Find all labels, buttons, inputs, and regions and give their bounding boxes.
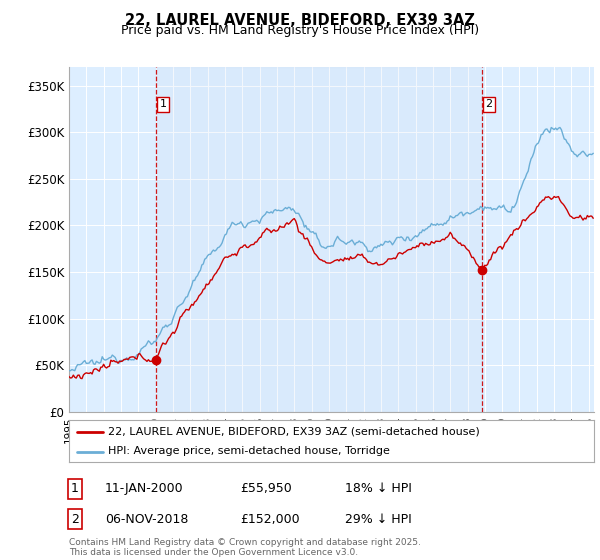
Text: 22, LAUREL AVENUE, BIDEFORD, EX39 3AZ (semi-detached house): 22, LAUREL AVENUE, BIDEFORD, EX39 3AZ (s… — [109, 427, 480, 437]
Text: 1: 1 — [71, 482, 79, 496]
Text: £152,000: £152,000 — [240, 512, 299, 526]
Text: 18% ↓ HPI: 18% ↓ HPI — [345, 482, 412, 496]
Text: 11-JAN-2000: 11-JAN-2000 — [105, 482, 184, 496]
Text: £55,950: £55,950 — [240, 482, 292, 496]
Bar — [156, 67, 482, 412]
Text: Contains HM Land Registry data © Crown copyright and database right 2025.
This d: Contains HM Land Registry data © Crown c… — [69, 538, 421, 557]
Text: 2: 2 — [71, 512, 79, 526]
Text: 2: 2 — [485, 100, 493, 109]
Text: 29% ↓ HPI: 29% ↓ HPI — [345, 512, 412, 526]
Text: Price paid vs. HM Land Registry's House Price Index (HPI): Price paid vs. HM Land Registry's House … — [121, 24, 479, 36]
Text: 1: 1 — [160, 100, 167, 109]
Text: HPI: Average price, semi-detached house, Torridge: HPI: Average price, semi-detached house,… — [109, 446, 390, 456]
Text: 06-NOV-2018: 06-NOV-2018 — [105, 512, 188, 526]
Text: 22, LAUREL AVENUE, BIDEFORD, EX39 3AZ: 22, LAUREL AVENUE, BIDEFORD, EX39 3AZ — [125, 13, 475, 28]
